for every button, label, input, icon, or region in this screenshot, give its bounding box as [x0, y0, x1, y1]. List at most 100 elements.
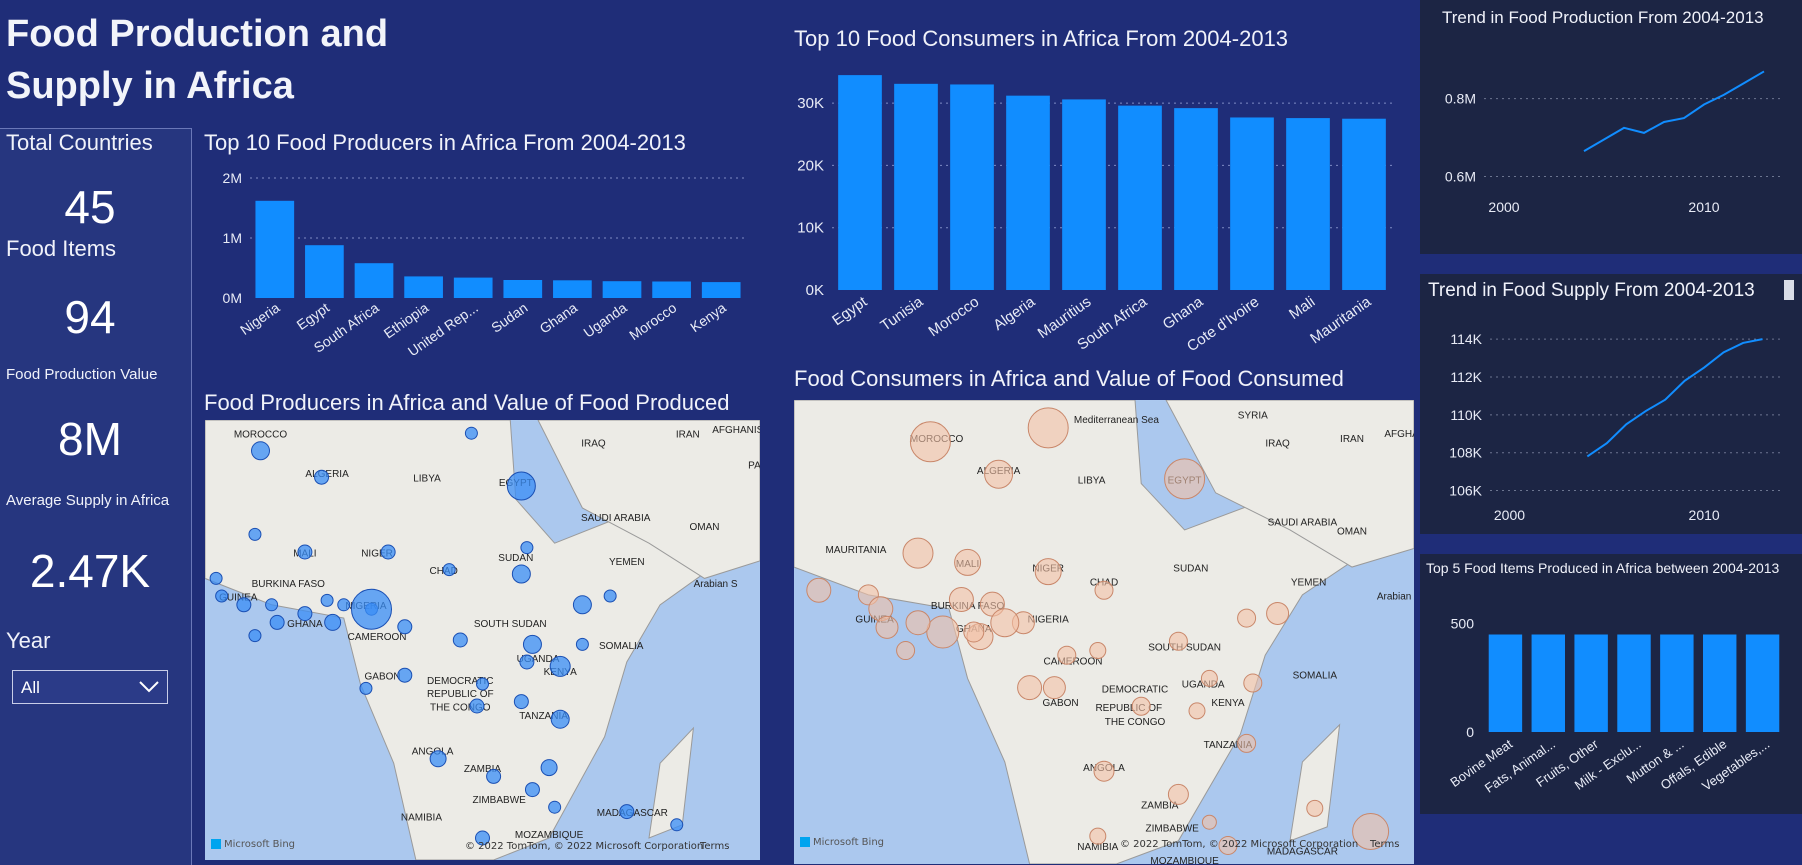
- map-copyright: © 2022 TomTom, © 2022 Microsoft Corporat…: [1120, 839, 1359, 850]
- map-label: IRAN: [676, 430, 700, 441]
- bar: [1574, 634, 1608, 732]
- page-title-line2: Supply in Africa: [6, 65, 294, 107]
- x-tick-label: 2000: [1494, 507, 1525, 523]
- map-label: KENYA: [1211, 698, 1244, 709]
- bing-credit-text: Microsoft Bing: [224, 839, 296, 850]
- map-bubble: [265, 598, 279, 612]
- x-tick-label: 2010: [1689, 507, 1720, 523]
- page-title: Food Production and Supply in Africa: [6, 8, 566, 112]
- map-bubble: [337, 598, 351, 612]
- map-bubble: [1266, 601, 1290, 625]
- map-label: DEMOCRATIC: [1102, 684, 1168, 695]
- y-tick-label: 0M: [223, 290, 242, 306]
- map-label: SUDAN: [1173, 564, 1208, 575]
- map-bubble: [297, 544, 313, 560]
- x-tick-label: 2000: [1488, 199, 1519, 215]
- consumers-map[interactable]: Mediterranean SeaSYRIAIRAQIRANAFGHAMOROC…: [794, 400, 1414, 864]
- map-bubble: [314, 469, 330, 485]
- terms-link[interactable]: Terms: [1370, 839, 1400, 850]
- map-label: GABON: [1043, 698, 1079, 709]
- year-slicer-dropdown[interactable]: All: [12, 670, 168, 704]
- map-label: BURKINA FASO: [252, 579, 326, 590]
- y-tick-label: 114K: [1450, 331, 1482, 347]
- scrollbar-thumb[interactable]: [1784, 280, 1794, 300]
- x-tick-label: Morocco: [626, 299, 679, 343]
- map-label: DEMOCRATIC: [427, 676, 493, 687]
- map-bubble: [248, 629, 262, 643]
- map-label: Mediterranean Sea: [1074, 415, 1159, 426]
- map-label: NIGERIA: [1028, 615, 1069, 626]
- top-items-title: Top 5 Food Items Produced in Africa betw…: [1426, 560, 1780, 576]
- map-label: GABON: [365, 672, 401, 683]
- map-bubble: [520, 541, 534, 555]
- y-tick-label: 0.6M: [1445, 168, 1476, 184]
- y-tick-label: 110K: [1450, 407, 1482, 423]
- map-bubble: [549, 655, 571, 677]
- year-slicer-label: Year: [6, 628, 51, 653]
- production-trend-title: Trend in Food Production From 2004-2013: [1442, 8, 1764, 27]
- map-label: AFGHA: [1384, 429, 1414, 440]
- map-bubble: [442, 563, 456, 577]
- map-label: SOMALIA: [599, 641, 644, 652]
- map-bubble: [380, 544, 396, 560]
- y-tick-label: 10K: [797, 220, 824, 237]
- map-bubble: [519, 654, 535, 670]
- x-tick-label: Egypt: [829, 293, 871, 329]
- map-bubble: [1017, 675, 1043, 701]
- map-bubble: [397, 619, 413, 635]
- food-items-label: Food Items: [6, 236, 117, 261]
- x-tick-label: Ghana: [1160, 293, 1207, 333]
- map-label: SOUTH SUDAN: [474, 619, 547, 630]
- map-label: NAMIBIA: [1077, 842, 1118, 853]
- x-tick-label: Sudan: [488, 299, 530, 335]
- map-bubble: [397, 667, 413, 683]
- production-label: Food Production Value: [6, 366, 158, 383]
- bar: [1174, 108, 1218, 290]
- consumers-map-title: Food Consumers in Africa and Value of Fo…: [794, 366, 1344, 391]
- map-bubble: [1306, 799, 1324, 817]
- bar: [453, 277, 493, 298]
- map-bubble: [351, 588, 392, 630]
- map-bubble: [297, 606, 313, 622]
- x-tick-label: Nigeria: [237, 299, 283, 338]
- total-countries-value: 45: [64, 181, 116, 233]
- bar: [1286, 118, 1330, 290]
- map-label: CAMEROON: [348, 632, 407, 643]
- y-tick-label: 112K: [1450, 369, 1482, 385]
- map-bubble: [269, 614, 285, 630]
- map-bubble: [540, 759, 558, 777]
- map-label: NAMIBIA: [401, 812, 442, 823]
- producers-map[interactable]: MOROCCOALGERIALIBYAEGYPTIRAQIRANAFGHANIS…: [205, 420, 760, 860]
- bar: [1342, 118, 1386, 290]
- map-label: PA: [748, 460, 760, 471]
- x-tick-label: 2010: [1688, 199, 1719, 215]
- map-copyright: © 2022 TomTom, © 2022 Microsoft Corporat…: [465, 841, 704, 852]
- bing-logo-icon: [800, 837, 810, 847]
- map-bubble: [619, 804, 635, 820]
- map-label: NIGER: [361, 548, 393, 559]
- map-bubble: [476, 677, 489, 691]
- map-label: THE CONGO: [1105, 717, 1166, 728]
- terms-link[interactable]: Terms: [700, 841, 730, 852]
- map-label: MOZAMBIQUE: [515, 830, 584, 841]
- map-bubble: [522, 634, 542, 654]
- map-bubble: [452, 632, 468, 648]
- y-tick-label: 2M: [223, 170, 242, 186]
- production-value: 8M: [58, 413, 122, 465]
- bar: [1703, 634, 1737, 732]
- year-slicer-value: All: [21, 678, 40, 697]
- bar: [602, 281, 642, 298]
- bing-credit: Microsoft Bing: [800, 837, 884, 848]
- map-bubble: [215, 589, 229, 603]
- top-items-panel: [1420, 554, 1802, 814]
- map-bubble: [575, 637, 589, 651]
- map-bubble: [1089, 642, 1107, 660]
- map-bubble: [524, 782, 540, 798]
- map-label: GUINEA: [219, 592, 258, 603]
- map-bubble: [1131, 696, 1151, 716]
- map-bubble: [1042, 676, 1066, 700]
- map-bubble: [926, 615, 960, 649]
- y-tick-label: 0K: [806, 282, 824, 299]
- y-tick-label: 106K: [1449, 483, 1482, 499]
